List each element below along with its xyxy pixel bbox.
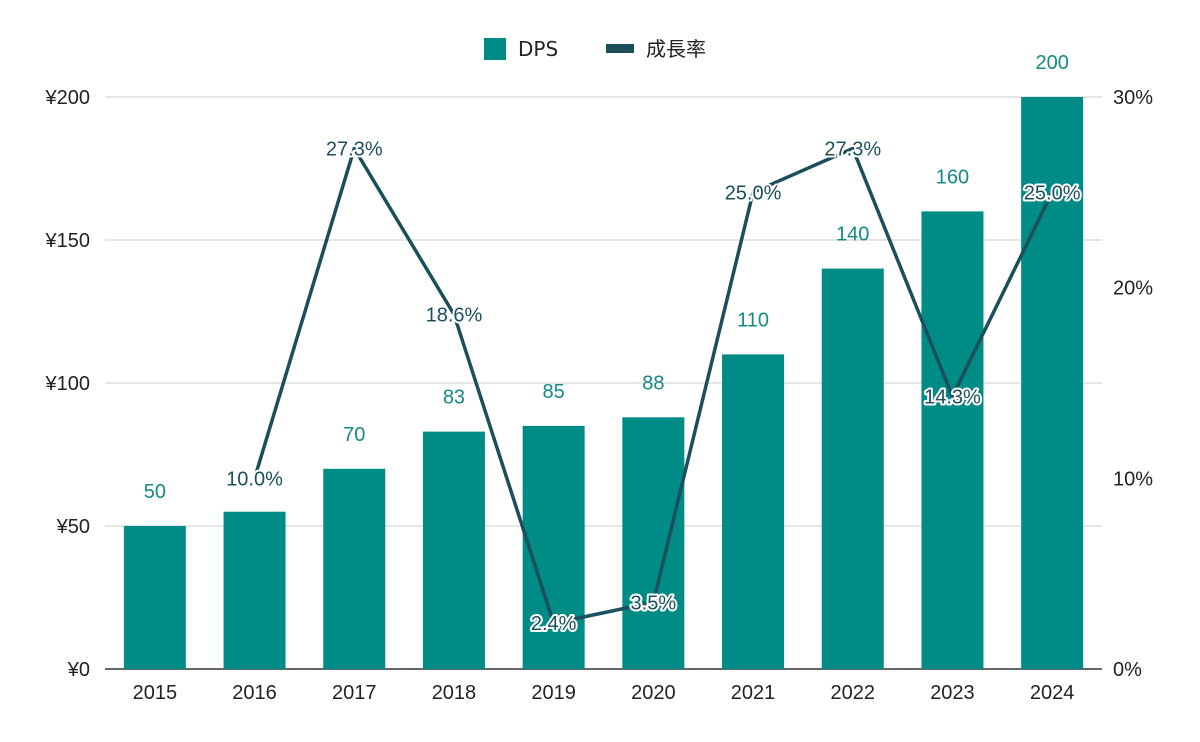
dps-bar — [522, 425, 585, 669]
legend-swatch-dps — [484, 38, 506, 60]
dps-bar — [123, 526, 186, 669]
growth-data-label: 25.0% — [1024, 182, 1081, 204]
dps-bar — [422, 431, 485, 669]
x-tick-label: 2022 — [831, 682, 876, 704]
dps-bar — [722, 354, 785, 669]
legend: DPS 成長率 — [484, 37, 706, 61]
x-tick-label: 2015 — [133, 682, 178, 704]
dps-data-label: 200 — [1035, 52, 1068, 74]
dps-data-label: 110 — [737, 309, 769, 331]
left-y-tick-label: ¥200 — [45, 87, 91, 109]
x-tick-label: 2023 — [930, 682, 975, 704]
growth-line-labels: 10.0% 27.3% 18.6% 2.4% 3.5% 25.0% 27.3% 14.3% 25… — [224, 136, 1083, 637]
dps-bar — [223, 511, 286, 669]
growth-data-label: 25.0% — [725, 182, 782, 204]
legend-label-dps: DPS — [518, 37, 558, 61]
growth-data-label: 27.3% — [326, 138, 383, 160]
dps-data-label: 88 — [642, 372, 664, 394]
dps-data-label: 50 — [144, 481, 166, 503]
growth-data-label: 10.0% — [226, 468, 283, 490]
dps-data-label: 70 — [343, 424, 365, 446]
dps-bar — [821, 268, 884, 669]
growth-data-label: 3.5% — [631, 592, 677, 614]
left-y-axis: ¥0 ¥50 ¥100 ¥150 ¥200 — [45, 87, 91, 681]
x-tick-label: 2018 — [432, 682, 477, 704]
growth-data-label: 2.4% — [531, 613, 577, 635]
dps-bar — [622, 417, 685, 669]
right-y-tick-label: 0% — [1113, 659, 1142, 681]
growth-data-label: 27.3% — [824, 138, 881, 160]
growth-rate-line — [252, 146, 1054, 625]
left-y-tick-label: ¥0 — [67, 659, 90, 681]
x-tick-label: 2021 — [731, 682, 776, 704]
growth-data-label: 14.3% — [924, 386, 981, 408]
dps-bar-labels: 50 70 83 85 88 110 140 160 200 — [144, 52, 1069, 503]
right-y-tick-label: 10% — [1113, 468, 1153, 490]
dps-data-label: 83 — [443, 387, 465, 409]
x-axis: 2015 2016 2017 2018 2019 2020 2021 2022 2023 2024 — [133, 682, 1075, 704]
dps-bars — [123, 97, 1084, 669]
legend-swatch-growth — [606, 44, 634, 53]
dps-bar — [921, 211, 984, 669]
left-y-tick-label: ¥50 — [56, 516, 90, 538]
growth-data-label: 18.6% — [426, 304, 483, 326]
legend-label-growth: 成長率 — [646, 37, 706, 61]
right-y-axis: 0% 10% 20% 30% — [1113, 87, 1153, 681]
left-y-tick-label: ¥150 — [45, 230, 91, 252]
x-tick-label: 2024 — [1030, 682, 1075, 704]
x-tick-label: 2020 — [631, 682, 676, 704]
growth-line — [252, 146, 1054, 625]
right-y-tick-label: 20% — [1113, 278, 1153, 300]
dps-data-label: 160 — [936, 166, 969, 188]
x-tick-label: 2019 — [531, 682, 576, 704]
x-tick-label: 2016 — [232, 682, 277, 704]
dps-data-label: 85 — [543, 381, 565, 403]
dps-data-label: 140 — [836, 224, 869, 246]
right-y-tick-label: 30% — [1113, 87, 1153, 109]
x-tick-label: 2017 — [332, 682, 377, 704]
dps-bar — [323, 468, 386, 669]
left-y-tick-label: ¥100 — [45, 373, 91, 395]
